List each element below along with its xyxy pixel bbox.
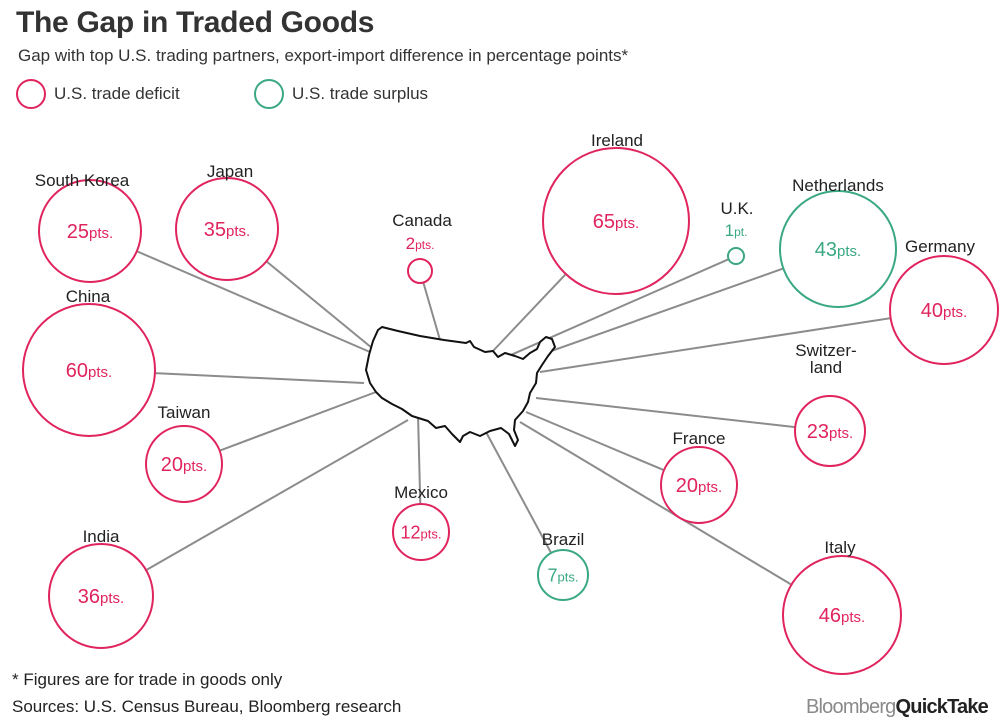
bubble-south-korea: [38, 179, 142, 283]
value-label-france: 20pts.: [676, 475, 722, 497]
value-label-india: 36pts.: [78, 586, 124, 608]
connector-line-italy: [519, 421, 792, 586]
value-label-japan: 35pts.: [204, 219, 250, 241]
connector-line-mexico: [417, 413, 422, 505]
connector-line-canada: [422, 282, 441, 341]
value-label-china: 60pts.: [66, 360, 112, 382]
connector-line-brazil: [485, 431, 553, 554]
country-label-mexico: Mexico: [394, 483, 448, 502]
deficit-swatch-icon: [16, 79, 46, 109]
connector-line-japan: [265, 260, 373, 349]
country-label-canada: Canada: [392, 211, 452, 230]
chart-subtitle: Gap with top U.S. trading partners, expo…: [18, 46, 629, 65]
value-label-switzer-land: 23pts.: [807, 421, 853, 443]
connector-line-south-korea: [136, 250, 371, 353]
connector-line-ireland: [491, 273, 567, 353]
legend-item-deficit: U.S. trade deficit: [16, 78, 180, 110]
legend-item-surplus: U.S. trade surplus: [254, 78, 428, 110]
bubble-netherlands: [779, 190, 897, 308]
connector-line-france: [525, 411, 665, 472]
connector-line-china: [154, 372, 365, 384]
country-label-switzer-land: Switzer-land: [795, 341, 856, 377]
value-label-u-k: 1pt.: [725, 221, 748, 240]
country-label-taiwan: Taiwan: [158, 403, 211, 422]
value-label-italy: 46pts.: [819, 605, 865, 627]
legend-label-deficit: U.S. trade deficit: [54, 84, 180, 103]
bubble-u-k: [727, 247, 745, 265]
bubble-canada: [407, 258, 433, 284]
surplus-swatch-icon: [254, 79, 284, 109]
country-label-france: France: [673, 429, 726, 448]
legend-label-surplus: U.S. trade surplus: [292, 84, 429, 103]
country-label-south-korea: South Korea: [35, 171, 130, 190]
brand-logo: BloombergQuickTake: [805, 696, 989, 718]
value-label-brazil: 7pts.: [548, 565, 579, 585]
country-label-italy: Italy: [824, 538, 856, 557]
value-label-ireland: 65pts.: [593, 211, 639, 233]
bubble-switzer-land: [794, 395, 866, 467]
footnote: * Figures are for trade in goods only: [12, 670, 283, 689]
bubble-mexico: [392, 503, 450, 561]
value-label-taiwan: 20pts.: [161, 454, 207, 476]
bubble-taiwan: [145, 425, 223, 503]
value-label-mexico: 12pts.: [401, 522, 442, 542]
country-label-germany: Germany: [905, 237, 975, 256]
country-label-japan: Japan: [207, 162, 253, 181]
connector-line-switzer-land: [535, 397, 796, 429]
value-label-germany: 40pts.: [921, 300, 967, 322]
sources-note: Sources: U.S. Census Bureau, Bloomberg r…: [12, 697, 402, 716]
bubble-france: [660, 446, 738, 524]
country-label-u-k: U.K.: [720, 199, 753, 218]
country-label-ireland: Ireland: [591, 131, 643, 150]
connector-line-netherlands: [511, 267, 784, 366]
chart-title: The Gap in Traded Goods: [16, 6, 375, 39]
bubble-italy: [782, 555, 902, 675]
bubble-japan: [175, 177, 279, 281]
value-label-canada: 2pts.: [406, 234, 435, 253]
bubble-germany: [889, 255, 999, 365]
country-label-india: India: [83, 527, 120, 546]
connector-line-taiwan: [219, 391, 377, 452]
connector-line-india: [145, 419, 409, 572]
country-label-china: China: [66, 287, 111, 306]
bubble-india: [48, 543, 154, 649]
country-label-netherlands: Netherlands: [792, 176, 884, 195]
country-label-brazil: Brazil: [542, 530, 585, 549]
bubble-ireland: [542, 147, 690, 295]
bubble-china: [22, 303, 156, 437]
value-label-south-korea: 25pts.: [67, 221, 113, 243]
bubble-brazil: [537, 549, 589, 601]
value-label-netherlands: 43pts.: [815, 239, 861, 261]
us-map-shape: [365, 326, 556, 447]
connector-line-germany: [539, 317, 891, 373]
